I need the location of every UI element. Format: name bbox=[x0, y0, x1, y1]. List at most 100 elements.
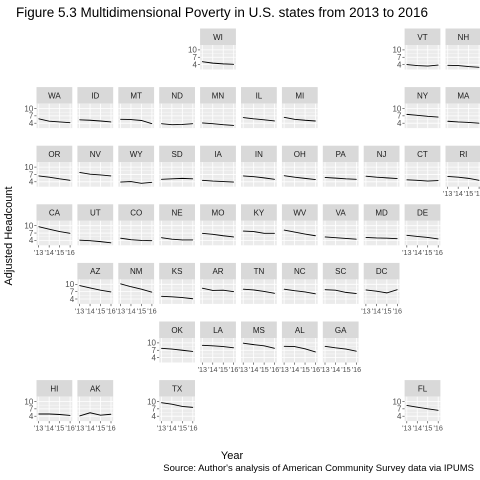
panel-sc: SC bbox=[322, 262, 359, 304]
series-line-dc bbox=[365, 289, 398, 294]
data-point-oh-2015 bbox=[304, 178, 306, 179]
x-tick-label: '14 bbox=[290, 365, 299, 374]
series-line-nd bbox=[161, 123, 193, 126]
data-point-al-2013 bbox=[283, 345, 285, 347]
data-point-ky-2014 bbox=[253, 231, 255, 232]
data-point-va-2014 bbox=[335, 237, 336, 239]
chart-title: Figure 5.3 Multidimensional Poverty in U… bbox=[16, 5, 428, 20]
data-point-sd-2014 bbox=[171, 178, 173, 180]
data-point-ms-2016 bbox=[274, 347, 275, 349]
strip-tx bbox=[159, 380, 195, 397]
data-point-ca-2014 bbox=[48, 228, 50, 230]
panel-id: ID bbox=[77, 87, 114, 129]
panel-mn: MN bbox=[200, 87, 236, 129]
panel-oh: OH bbox=[281, 145, 318, 187]
data-point-tn-2015 bbox=[263, 291, 265, 292]
data-point-ar-2016 bbox=[233, 291, 235, 292]
data-point-mt-2014 bbox=[130, 119, 132, 120]
data-point-az-2014 bbox=[89, 287, 91, 289]
panel-ct: CT bbox=[404, 145, 441, 187]
x-tick-label: '16 bbox=[393, 306, 402, 315]
strip-nc bbox=[281, 262, 318, 280]
data-point-mi-2014 bbox=[294, 118, 295, 120]
data-point-ky-2015 bbox=[263, 232, 265, 234]
strip-label-sd: SD bbox=[172, 150, 183, 159]
series-line-mn bbox=[202, 122, 234, 126]
data-point-de-2016 bbox=[437, 238, 439, 240]
data-point-pa-2015 bbox=[345, 178, 347, 180]
strip-wa bbox=[36, 87, 73, 104]
y-tick-label: 10 bbox=[24, 163, 33, 172]
data-point-dc-2014 bbox=[376, 290, 377, 292]
data-point-wy-2015 bbox=[141, 182, 142, 184]
y-tick-label: 10 bbox=[24, 104, 33, 113]
strip-label-il: IL bbox=[256, 91, 263, 100]
data-point-id-2015 bbox=[100, 120, 101, 122]
strip-ny bbox=[404, 87, 441, 104]
x-tick-label: '13 bbox=[239, 365, 248, 374]
data-point-nv-2013 bbox=[79, 172, 80, 173]
strip-label-mt: MT bbox=[130, 91, 142, 100]
x-tick-label: '15 bbox=[341, 365, 350, 374]
series-line-wi bbox=[202, 61, 234, 65]
data-point-mi-2015 bbox=[304, 119, 306, 121]
strip-label-ok: OK bbox=[171, 326, 183, 335]
data-point-oh-2014 bbox=[294, 176, 295, 178]
strip-label-mn: MN bbox=[212, 91, 225, 100]
y-tick-label: 10 bbox=[392, 104, 401, 113]
x-tick-label: '15 bbox=[464, 189, 473, 198]
data-point-ms-2015 bbox=[263, 345, 265, 347]
y-tick-label: 7 bbox=[192, 53, 197, 62]
series-line-nm bbox=[120, 283, 153, 293]
data-point-mt-2013 bbox=[120, 118, 121, 120]
data-point-ri-2015 bbox=[468, 178, 469, 179]
data-point-mo-2014 bbox=[212, 233, 214, 235]
panel-nh: NH bbox=[445, 28, 480, 70]
data-point-al-2016 bbox=[315, 351, 316, 353]
data-point-wa-2014 bbox=[48, 120, 50, 122]
y-axis-title: Adjusted Headcount bbox=[3, 186, 15, 285]
y-tick-label: 10 bbox=[24, 222, 33, 231]
strip-mi bbox=[281, 87, 318, 104]
series-line-ia bbox=[202, 179, 234, 183]
x-tick-label: '16 bbox=[188, 424, 197, 433]
series-line-hi bbox=[38, 413, 71, 416]
series-line-in bbox=[243, 175, 275, 180]
x-tick-label: '15 bbox=[423, 424, 432, 433]
data-point-ga-2013 bbox=[324, 345, 326, 347]
series-line-ma bbox=[447, 120, 480, 124]
series-line-ca bbox=[38, 226, 71, 234]
data-point-ia-2013 bbox=[201, 179, 203, 181]
y-tick-label: 4 bbox=[29, 236, 34, 245]
data-point-tx-2016 bbox=[192, 407, 194, 408]
data-point-ms-2014 bbox=[253, 344, 255, 345]
data-point-ca-2013 bbox=[38, 226, 40, 228]
y-tick-label: 4 bbox=[29, 178, 34, 187]
data-point-tx-2014 bbox=[171, 403, 173, 405]
data-point-ok-2013 bbox=[161, 347, 162, 349]
x-tick-label: '16 bbox=[352, 365, 361, 374]
data-point-in-2015 bbox=[263, 177, 265, 179]
data-point-wv-2014 bbox=[294, 231, 295, 233]
x-tick-label: '13 bbox=[198, 365, 207, 374]
panel-co: CO bbox=[118, 204, 155, 246]
strip-ga bbox=[322, 321, 359, 338]
data-point-ga-2015 bbox=[345, 348, 347, 350]
y-tick-label: 10 bbox=[392, 46, 401, 55]
data-point-ia-2014 bbox=[212, 180, 214, 182]
data-point-il-2015 bbox=[263, 119, 265, 121]
data-point-in-2013 bbox=[242, 175, 244, 177]
data-point-ga-2014 bbox=[335, 347, 336, 349]
data-point-id-2013 bbox=[79, 119, 80, 121]
y-tick-label: 4 bbox=[192, 60, 197, 69]
series-line-nv bbox=[79, 172, 112, 177]
y-tick-label: 4 bbox=[29, 412, 34, 421]
data-point-fl-2015 bbox=[427, 408, 429, 410]
strip-mn bbox=[200, 87, 236, 104]
y-tick-label: 10 bbox=[147, 397, 156, 406]
series-line-nh bbox=[447, 64, 480, 68]
